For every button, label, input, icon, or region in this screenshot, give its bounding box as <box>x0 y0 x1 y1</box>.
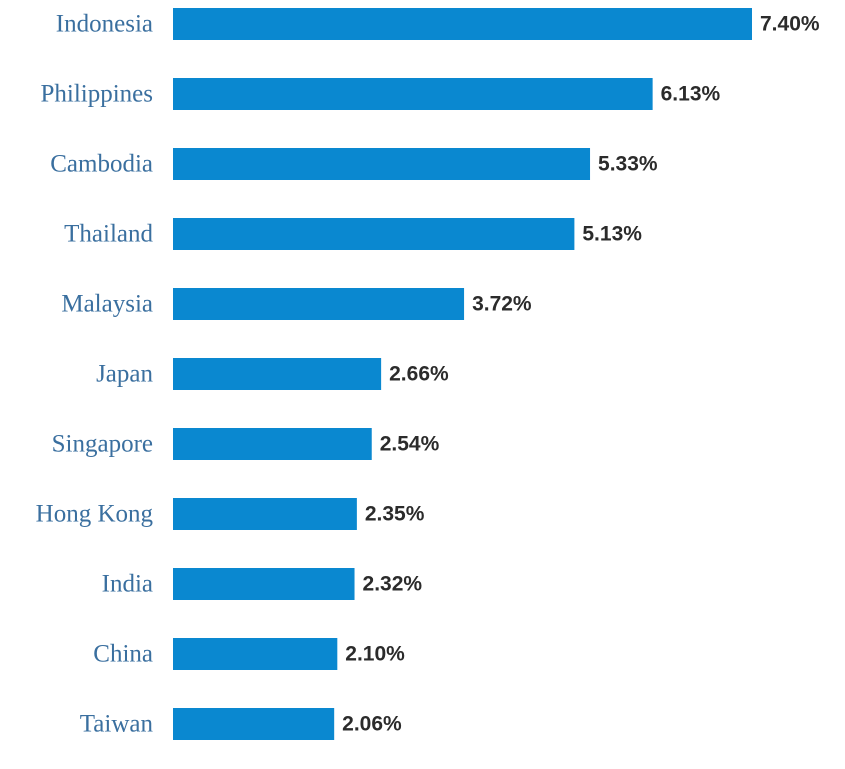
bar <box>173 498 357 530</box>
bar <box>173 638 338 670</box>
value-label: 6.13% <box>661 83 721 106</box>
category-label: China <box>93 641 153 668</box>
category-label: Indonesia <box>56 11 153 38</box>
bars-group <box>173 8 752 740</box>
bar <box>173 288 465 320</box>
category-label: Cambodia <box>50 151 153 178</box>
value-label: 5.13% <box>582 223 642 246</box>
value-labels-group: 7.40% 6.13% 5.33% 5.13% 3.72% 2.66% 2.54% 2.35%… <box>342 13 820 736</box>
category-label: Malaysia <box>61 291 153 318</box>
bar <box>173 708 335 740</box>
value-label: 7.40% <box>760 13 820 36</box>
category-label: Hong Kong <box>36 501 154 528</box>
category-label: Japan <box>96 361 153 388</box>
category-label: Philippines <box>40 81 153 108</box>
bar <box>173 358 382 390</box>
bar <box>173 218 575 250</box>
bar <box>173 568 355 600</box>
bar <box>173 8 752 40</box>
bar <box>173 428 372 460</box>
value-label: 3.72% <box>472 293 532 316</box>
value-label: 2.35% <box>365 503 425 526</box>
value-label: 5.33% <box>598 153 658 176</box>
bar <box>173 78 653 110</box>
value-label: 2.54% <box>380 433 440 456</box>
category-label: Thailand <box>64 221 153 248</box>
category-label: Singapore <box>52 431 153 458</box>
category-label: Taiwan <box>80 711 154 738</box>
category-labels-group: Indonesia Philippines Cambodia Thailand Mala… <box>36 11 154 738</box>
value-label: 2.06% <box>342 713 402 736</box>
value-label: 2.10% <box>345 643 405 666</box>
value-label: 2.32% <box>363 573 423 596</box>
value-label: 2.66% <box>389 363 449 386</box>
category-label: India <box>102 571 153 598</box>
bar <box>173 148 591 180</box>
